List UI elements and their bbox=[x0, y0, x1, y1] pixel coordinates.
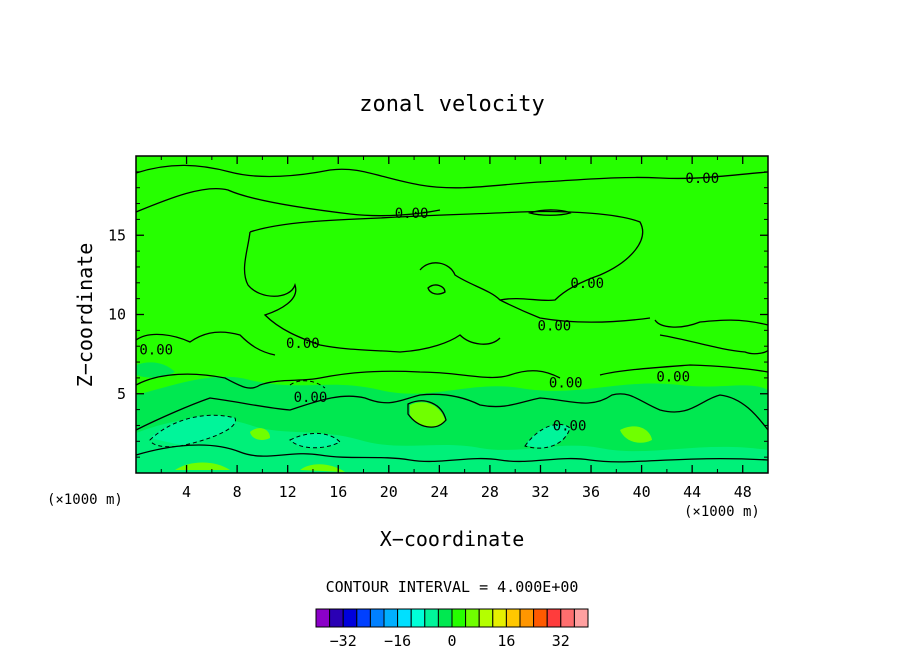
colorbar-swatch bbox=[383, 608, 399, 628]
contour-line-mid-center bbox=[419, 262, 651, 323]
colorbar-swatch bbox=[397, 608, 412, 628]
contour-line-mid-left bbox=[243, 231, 501, 353]
colorbar-swatch bbox=[478, 608, 494, 628]
contour-label: 0.00 bbox=[685, 171, 719, 187]
colorbar-swatch bbox=[329, 608, 344, 628]
colorbar-swatch bbox=[342, 608, 358, 628]
contour-fill-blue-left bbox=[150, 415, 236, 445]
contour-label: 0.00 bbox=[570, 276, 604, 292]
colorbar-swatch bbox=[573, 608, 589, 628]
contour-line-lower-mid bbox=[136, 370, 561, 389]
contour-labels: 0.00 0.00 0.00 0.00 0.00 0.00 0.00 0.00 0.00 0.00 bbox=[139, 171, 719, 434]
colorbar-swatch bbox=[560, 608, 575, 628]
contour-label: 0.00 bbox=[553, 418, 587, 434]
contour-label: 0.00 bbox=[538, 319, 572, 335]
contour-label: 0.00 bbox=[286, 336, 320, 352]
colorbar-tick-label: 32 bbox=[552, 632, 570, 650]
chart-title: zonal velocity bbox=[359, 92, 544, 117]
contour-line-upper-region bbox=[249, 210, 644, 302]
x-tick-label: 44 bbox=[683, 483, 701, 501]
contour-line-center-blob bbox=[407, 400, 447, 428]
negative-contour-upper bbox=[289, 380, 326, 389]
colorbar-tick-label: 16 bbox=[497, 632, 515, 650]
x-tick-label: 48 bbox=[734, 483, 752, 501]
contour-fill-blue-center bbox=[290, 433, 340, 448]
x-tick-label: 28 bbox=[481, 483, 499, 501]
contour-label: 0.00 bbox=[549, 376, 583, 392]
contour-label: 0.00 bbox=[395, 206, 429, 222]
colorbar-swatch bbox=[519, 608, 535, 628]
contour-interval-text: CONTOUR INTERVAL = 4.000E+00 bbox=[326, 578, 579, 596]
x-tick-label: 4 bbox=[182, 483, 191, 501]
contour-fill-yellow-bottom-center bbox=[300, 464, 345, 472]
colorbar-swatch bbox=[546, 608, 562, 628]
contour-label: 0.00 bbox=[139, 342, 173, 358]
x-tick-label: 20 bbox=[380, 483, 398, 501]
y-tick-label: 5 bbox=[117, 385, 126, 403]
x-origin-unit-label: (×1000 m) bbox=[47, 492, 123, 508]
colorbar-swatch bbox=[315, 608, 331, 628]
contour-label: 0.00 bbox=[656, 369, 690, 385]
colorbar-swatch bbox=[369, 608, 385, 628]
contour-line-small-top bbox=[527, 209, 572, 216]
contour-line-right-mid bbox=[654, 319, 768, 355]
contour-fill-left-mid bbox=[136, 362, 175, 378]
colorbar-tick-label: 0 bbox=[447, 632, 456, 650]
colorbar-swatch bbox=[356, 608, 371, 628]
contour-fill-yellow-bottom-left bbox=[175, 462, 230, 470]
contour-fill-yellow-left bbox=[250, 428, 270, 440]
colorbar-tick-labels: −32 −16 0 16 32 bbox=[330, 632, 570, 650]
x-axis-label: X−coordinate bbox=[380, 527, 525, 551]
colorbar-swatch bbox=[424, 608, 439, 628]
colorbar-tick-label: −32 bbox=[330, 632, 357, 650]
contour-fill-yellow-right bbox=[620, 426, 652, 443]
contour-line-bottom bbox=[136, 444, 768, 463]
y-axis-ticks: 5 10 15 bbox=[108, 171, 768, 458]
negative-contour-lines bbox=[149, 380, 571, 449]
x-tick-label: 12 bbox=[279, 483, 297, 501]
contour-line-upper-left bbox=[136, 187, 441, 217]
contour-line-small-mid bbox=[427, 284, 446, 295]
x-tick-label: 16 bbox=[329, 483, 347, 501]
colorbar-swatch bbox=[533, 608, 548, 628]
contour-fill-yellow-center bbox=[410, 402, 445, 428]
contour-lines bbox=[136, 164, 768, 463]
x-axis-unit-label: (×1000 m) bbox=[684, 504, 760, 520]
colorbar-swatch bbox=[451, 608, 467, 628]
contour-line-right-lower bbox=[599, 364, 768, 376]
contour-fill-blue-right bbox=[525, 424, 570, 448]
colorbar-swatch bbox=[465, 608, 480, 628]
negative-contour-center bbox=[289, 433, 341, 449]
colorbar-tick-label: −16 bbox=[384, 632, 411, 650]
x-axis-ticks: 4 8 12 16 20 24 28 32 36 40 44 48 bbox=[160, 156, 752, 501]
colorbar-swatch bbox=[410, 608, 426, 628]
filled-contours bbox=[136, 362, 768, 473]
x-tick-label: 24 bbox=[430, 483, 448, 501]
contour-line-left bbox=[136, 331, 276, 356]
x-tick-label: 8 bbox=[233, 483, 242, 501]
x-tick-label: 36 bbox=[582, 483, 600, 501]
contour-line-lower bbox=[136, 393, 768, 431]
x-tick-label: 32 bbox=[531, 483, 549, 501]
y-tick-label: 10 bbox=[108, 306, 126, 324]
negative-contour-left bbox=[149, 414, 236, 448]
contour-fill-bottom bbox=[136, 418, 768, 473]
colorbar-swatch bbox=[505, 608, 521, 628]
y-tick-label: 15 bbox=[108, 226, 126, 244]
contour-label: 0.00 bbox=[294, 390, 328, 406]
y-axis-label: Z−coordinate bbox=[73, 243, 97, 388]
colorbar-swatch bbox=[437, 608, 453, 628]
plot-area: 0.00 0.00 0.00 0.00 0.00 0.00 0.00 0.00 0.00 0.00 bbox=[135, 155, 769, 474]
contour-line-top bbox=[136, 164, 768, 189]
colorbar bbox=[315, 608, 589, 628]
x-tick-label: 40 bbox=[633, 483, 651, 501]
colorbar-swatch bbox=[492, 608, 507, 628]
